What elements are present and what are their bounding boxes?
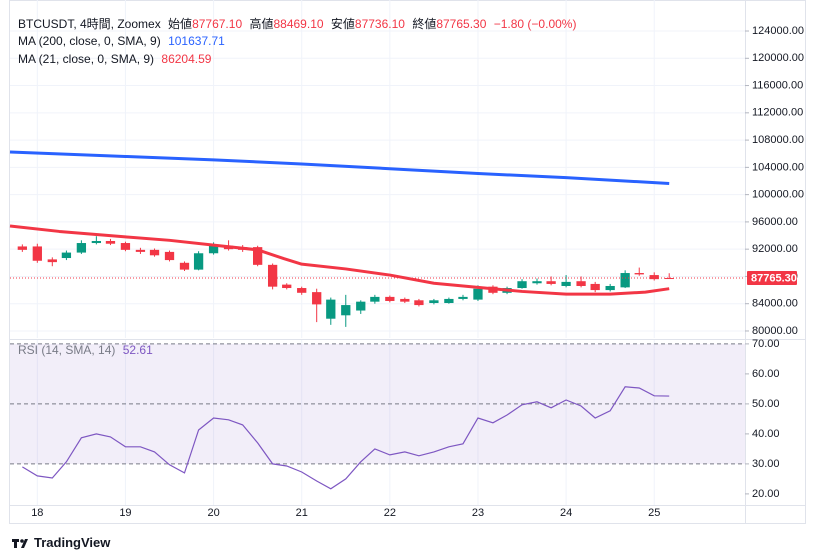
- y-tick-label: 50.00: [752, 398, 780, 410]
- y-tick-label: 70.00: [752, 338, 780, 350]
- x-tick-label: 23: [472, 507, 484, 519]
- candle-body: [76, 243, 87, 253]
- candle-body: [267, 264, 278, 287]
- legend-value: 101637.71: [168, 34, 225, 48]
- y-tick-label: 108000.00: [752, 134, 804, 146]
- candle-body: [91, 240, 102, 244]
- candle-body: [312, 292, 322, 305]
- close-label: 終値: [412, 17, 437, 31]
- x-tick-label: 21: [296, 507, 308, 519]
- x-tick-label: 18: [31, 507, 43, 519]
- y-tick-label: 84000.00: [752, 298, 798, 310]
- candle-body: [385, 296, 395, 301]
- high-value: 88469.10: [273, 17, 324, 31]
- candle-body: [620, 273, 630, 288]
- change: −1.80 (−0.00%): [493, 17, 577, 31]
- legend-value: 52.61: [122, 343, 153, 357]
- y-tick-label: 20.00: [752, 488, 780, 500]
- low-value: 87736.10: [354, 17, 405, 31]
- logo: [12, 539, 28, 548]
- candle-body: [473, 288, 483, 300]
- x-tick-label: 20: [207, 507, 219, 519]
- candle-body: [32, 246, 42, 261]
- legend-name: MA (200, close, 0, SMA, 9): [18, 34, 161, 48]
- candle-body: [605, 285, 615, 291]
- legend-rsi: RSI (14, SMA, 14) 52.61: [18, 343, 157, 357]
- candle-body: [590, 283, 600, 291]
- ma-line: [9, 150, 670, 185]
- last-price-label: 87765.30: [751, 272, 797, 284]
- candle-body: [414, 300, 424, 306]
- candle-body: [444, 298, 454, 304]
- candle-body: [634, 273, 644, 275]
- y-tick-label: 124000.00: [752, 25, 804, 37]
- y-tick-label: 112000.00: [752, 107, 803, 119]
- x-tick-label: 19: [119, 507, 131, 519]
- candle-body: [429, 300, 439, 304]
- candle-body: [326, 299, 336, 319]
- last-price-box: [747, 271, 797, 286]
- footer: TradingView: [34, 535, 111, 550]
- candle-body: [370, 296, 380, 302]
- candle-body: [120, 243, 131, 250]
- legend-ma200: MA (200, close, 0, SMA, 9) 101637.71: [18, 34, 229, 48]
- candle-body: [282, 284, 292, 289]
- high-label: 高値: [249, 17, 274, 31]
- candle-body: [400, 298, 410, 302]
- candle-body: [135, 249, 146, 252]
- candle-body: [47, 259, 57, 263]
- legend-name: RSI (14, SMA, 14): [18, 343, 116, 357]
- candle-body: [149, 249, 160, 256]
- open-value: 87767.10: [192, 17, 243, 31]
- header: BTCUSDT, 4時間, Zoomex 始値87767.10 高値88469.…: [18, 15, 580, 32]
- candle-body: [649, 275, 659, 280]
- candle-body: [252, 247, 263, 265]
- y-tick-label: 92000.00: [752, 243, 798, 255]
- legend-ma21: MA (21, close, 0, SMA, 9) 86204.59: [18, 52, 215, 66]
- ma-line: [9, 224, 670, 296]
- candle-body: [341, 305, 351, 316]
- candle-body: [458, 296, 468, 299]
- candle-body: [546, 281, 556, 284]
- y-tick-label: 96000.00: [752, 216, 798, 228]
- candle-body: [561, 281, 571, 286]
- candle-body: [532, 281, 542, 284]
- y-tick-label: 100000.00: [752, 189, 804, 201]
- candle-body: [356, 301, 366, 311]
- y-tick-label: 40.00: [752, 428, 780, 440]
- x-tick-label: 25: [648, 507, 660, 519]
- y-tick-label: 104000.00: [752, 161, 804, 173]
- candle-body: [576, 281, 586, 286]
- y-tick-label: 80000.00: [752, 325, 798, 337]
- legend-value: 86204.59: [161, 52, 212, 66]
- candle-body: [105, 240, 116, 244]
- candle-body: [164, 251, 175, 261]
- y-tick-label: 116000.00: [752, 79, 803, 91]
- legend-name: MA (21, close, 0, SMA, 9): [18, 52, 155, 66]
- candle-body: [17, 246, 27, 250]
- candle-body: [664, 278, 674, 280]
- x-tick-label: 22: [384, 507, 396, 519]
- candle-body: [297, 288, 307, 293]
- y-tick-label: 120000.00: [752, 52, 804, 64]
- rsi-line: [22, 386, 670, 490]
- x-tick-label: 24: [560, 507, 572, 519]
- candle-body: [179, 262, 190, 270]
- y-tick-label: 30.00: [752, 458, 780, 470]
- frame: [9, 0, 806, 524]
- low-label: 安値: [330, 17, 355, 31]
- candle-body: [517, 281, 527, 289]
- open-label: 始値: [168, 17, 193, 31]
- symbol: BTCUSDT, 4時間, Zoomex: [18, 17, 161, 31]
- candle-body: [208, 245, 219, 254]
- close-value: 87765.30: [436, 17, 487, 31]
- candle-body: [61, 252, 72, 259]
- candle-body: [193, 253, 204, 270]
- y-tick-label: 60.00: [752, 368, 780, 380]
